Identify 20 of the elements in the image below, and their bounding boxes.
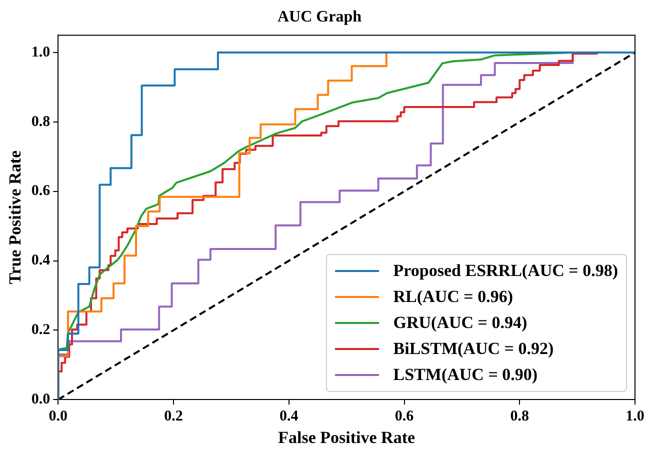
x-tick-label: 1.0	[626, 408, 644, 424]
legend-label: Proposed ESRRL(AUC = 0.98)	[393, 260, 618, 281]
x-tick-label: 0.6	[394, 408, 414, 424]
y-tick-label: 1.0	[31, 44, 50, 60]
x-tick-label: 0.4	[280, 408, 299, 424]
y-tick-label: 0.0	[31, 391, 50, 408]
y-tick-label: 0.6	[31, 183, 51, 200]
legend-label: GRU(AUC = 0.94)	[393, 312, 528, 333]
x-tick-label: 0.2	[164, 408, 183, 424]
x-tick-label: 0.8	[510, 408, 530, 424]
x-tick-label: 0.0	[48, 408, 68, 424]
y-tick-label: 0.4	[31, 252, 51, 269]
chart-title: AUC Graph	[277, 8, 362, 26]
legend-label: LSTM(AUC = 0.90)	[393, 364, 538, 385]
x-axis-title: False Positive Rate	[278, 428, 416, 448]
y-tick-label: 0.2	[31, 322, 50, 338]
legend-label: BiLSTM(AUC = 0.92)	[393, 338, 554, 359]
y-axis-title: True Positive Rate	[6, 150, 25, 284]
legend-label: RL(AUC = 0.96)	[393, 286, 513, 307]
y-tick-label: 0.8	[31, 114, 50, 130]
